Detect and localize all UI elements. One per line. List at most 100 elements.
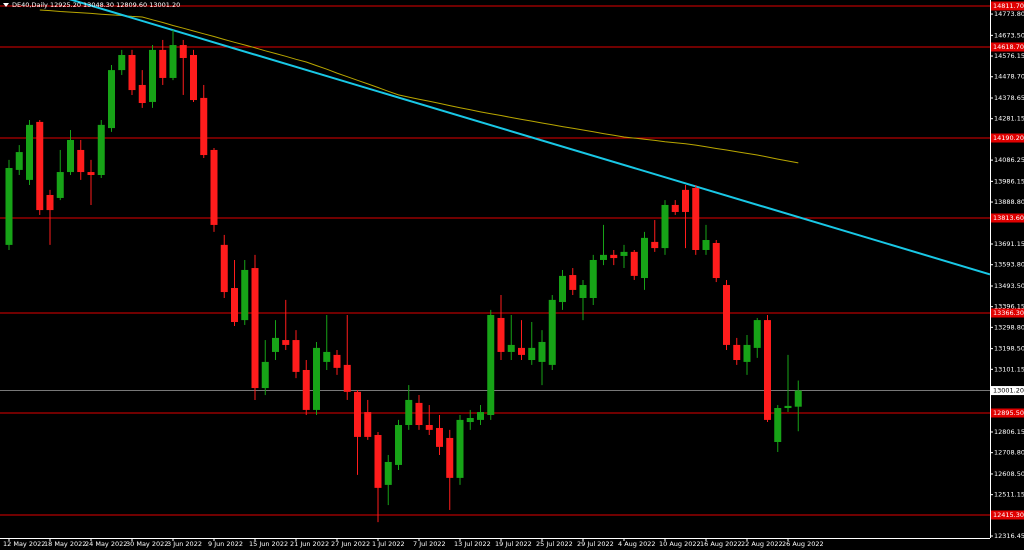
level-label: 14190.20	[993, 134, 1024, 142]
candle-body	[559, 275, 566, 303]
y-tick-label: 13986.15	[994, 177, 1024, 185]
candle-body	[784, 405, 792, 409]
candle-body	[364, 412, 372, 437]
candle-body	[138, 84, 146, 104]
y-tick-label: 14378.65	[994, 94, 1024, 102]
plot-area	[0, 0, 990, 523]
x-tick-label: 16 Aug 2022	[700, 540, 742, 548]
candle-body	[702, 240, 710, 250]
candle-body	[600, 254, 607, 260]
x-tick-label: 1 Jul 2022	[372, 540, 405, 548]
y-tick-label: 14576.15	[994, 52, 1024, 60]
level-label: 14618.70	[993, 43, 1024, 51]
y-tick-label: 12316.45	[994, 532, 1024, 540]
x-tick-label: 7 Jul 2022	[413, 540, 446, 548]
candle-body	[415, 402, 423, 426]
y-tick-label: 12511.15	[994, 491, 1024, 499]
x-tick-label: 29 Jul 2022	[577, 540, 614, 548]
y-tick-label: 13593.80	[994, 261, 1024, 269]
candle-body	[507, 344, 515, 352]
candle-body	[323, 351, 331, 362]
candle-body	[723, 285, 730, 345]
y-tick-label: 13396.15	[994, 303, 1024, 311]
x-tick-label: 26 Aug 2022	[782, 540, 824, 548]
y-tick-label: 12608.50	[994, 470, 1024, 478]
candle-body	[128, 55, 136, 91]
x-tick-label: 3 Jun 2022	[167, 540, 202, 548]
candle-body	[641, 237, 648, 279]
title-icon	[3, 3, 9, 7]
candle-body	[384, 461, 392, 485]
candle-body	[548, 299, 556, 365]
candle-body	[405, 399, 413, 426]
level-label: 13813.60	[993, 214, 1024, 222]
y-tick-label: 14673.50	[994, 31, 1024, 39]
candle-body	[46, 194, 54, 211]
candle-body	[671, 204, 679, 212]
x-tick-label: 21 Jun 2022	[290, 540, 329, 548]
candle-body	[77, 149, 85, 173]
candle-body	[579, 285, 587, 298]
current-price-box	[991, 386, 1024, 396]
candle-body	[220, 244, 228, 293]
candle-body	[159, 49, 167, 78]
candle-body	[179, 45, 187, 58]
x-tick-label: 27 Jun 2022	[331, 540, 370, 548]
candle-body	[292, 340, 300, 372]
y-tick-label: 13101.15	[994, 365, 1024, 373]
y-tick-label: 12806.15	[994, 428, 1024, 436]
x-tick-label: 25 Jul 2022	[536, 540, 573, 548]
candle-body	[374, 434, 382, 488]
y-tick-label: 12708.80	[994, 449, 1024, 457]
level-label: 12895.50	[993, 409, 1024, 417]
x-tick-label: 19 Jul 2022	[495, 540, 532, 548]
x-tick-label: 30 May 2022	[126, 540, 168, 548]
candle-body	[692, 187, 700, 250]
candle-body	[477, 412, 484, 420]
y-tick-label: 13493.50	[994, 282, 1024, 290]
candle-body	[764, 320, 771, 420]
candle-body	[425, 425, 433, 430]
candle-body	[67, 139, 74, 173]
candle-body	[589, 259, 597, 298]
candle-body	[538, 341, 546, 362]
candle-body	[528, 347, 536, 361]
y-tick-label: 14773.80	[994, 10, 1024, 18]
level-label-box	[991, 308, 1024, 318]
candle-body	[282, 340, 290, 345]
candle-body	[395, 425, 402, 465]
candle-body	[87, 172, 95, 176]
candle-body	[302, 369, 310, 410]
y-tick-label: 13888.80	[994, 198, 1024, 206]
level-label-box	[991, 510, 1024, 520]
candle-body	[753, 320, 761, 348]
y-tick-label: 14281.15	[994, 115, 1024, 123]
level-label-box	[991, 133, 1024, 143]
x-tick-label: 4 Aug 2022	[618, 540, 656, 548]
candle-body	[251, 268, 259, 389]
y-tick-label: 14086.25	[994, 156, 1024, 164]
candle-body	[15, 152, 23, 170]
candle-body	[97, 124, 105, 176]
candle-body	[569, 275, 577, 290]
x-tick-label: 24 May 2022	[85, 540, 127, 548]
level-label-box	[991, 1, 1024, 11]
candle-body	[630, 251, 638, 276]
x-tick-label: 22 Aug 2022	[741, 540, 783, 548]
candle-body	[26, 124, 33, 180]
candle-body	[231, 288, 238, 322]
x-tick-label: 9 Jun 2022	[208, 540, 243, 548]
y-tick-label: 13198.50	[994, 345, 1024, 353]
candle-body	[313, 347, 320, 410]
x-tick-label: 12 May 2022	[3, 540, 45, 548]
candle-body	[261, 361, 269, 389]
candle-body	[620, 251, 628, 256]
candle-body	[343, 364, 351, 392]
candle-body	[354, 391, 361, 437]
candle-body	[497, 317, 505, 352]
x-tick-label: 10 Aug 2022	[659, 540, 701, 548]
candle-body	[518, 347, 525, 355]
